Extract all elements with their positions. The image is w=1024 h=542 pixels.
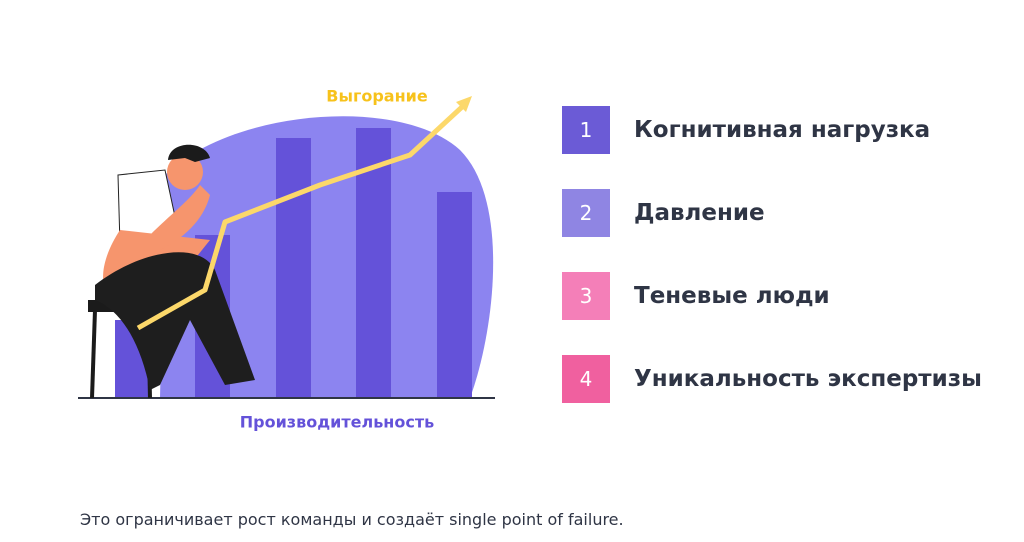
footer-text: Это ограничивает рост команды и создаёт …: [80, 510, 624, 529]
item-label: Давление: [634, 200, 765, 226]
person: [88, 144, 255, 399]
item-number: 3: [562, 272, 610, 320]
blob: [160, 116, 494, 398]
item-label: Уникальность экспертизы: [634, 366, 982, 392]
item-number: 4: [562, 355, 610, 403]
list-item: 1 Когнитивная нагрузка: [562, 106, 930, 154]
arrow-head: [456, 96, 472, 112]
illustration: Выгорание Производительность: [78, 87, 495, 432]
item-number: 2: [562, 189, 610, 237]
list-item: 3 Теневые люди: [562, 272, 830, 320]
trend-line: [136, 105, 464, 331]
list-item: 2 Давление: [562, 189, 765, 237]
item-label: Теневые люди: [634, 283, 830, 309]
item-number: 1: [562, 106, 610, 154]
list-item: 4 Уникальность экспертизы: [562, 355, 982, 403]
axis-label: Производительность: [240, 413, 434, 432]
item-label: Когнитивная нагрузка: [634, 117, 931, 143]
line-label: Выгорание: [326, 87, 428, 106]
